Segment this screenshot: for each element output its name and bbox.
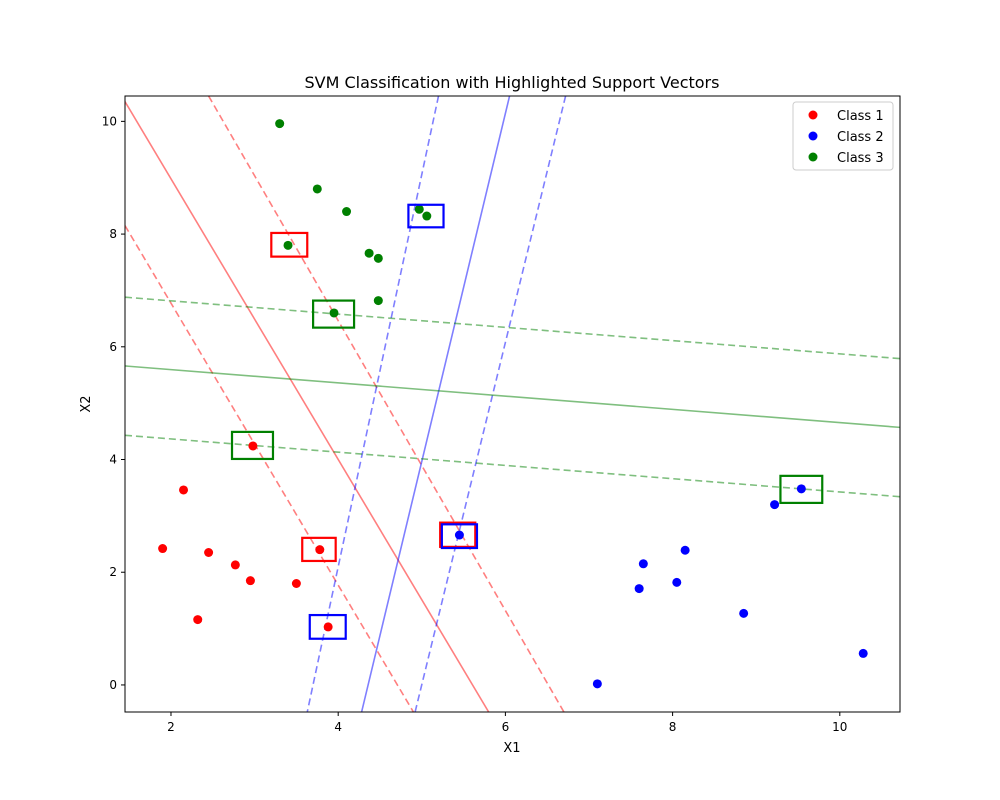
point-class-3-5: [373, 253, 383, 263]
point-class-1-3: [204, 548, 214, 558]
support-vector-box-3: [407, 203, 445, 229]
point-class-3-7: [422, 211, 432, 221]
point-class-3-1: [312, 184, 322, 194]
boundary-0-dashed-line-2: [125, 225, 415, 712]
y-tick-label: 0: [109, 678, 117, 692]
y-tick-label: 2: [109, 565, 117, 579]
x-axis-ticks: 2 4 6 8 10: [167, 712, 847, 734]
x-tick-label: 10: [832, 720, 847, 734]
plot-frame: [124, 95, 901, 713]
support-vector-boxes: [230, 203, 824, 640]
point-class-2-5: [680, 545, 690, 555]
legend-label-class-3: Class 3: [837, 151, 884, 166]
support-vector-box-4: [440, 523, 479, 550]
boundary-0-dashed-line-1: [207, 96, 565, 712]
support-vector-box-0: [270, 231, 309, 258]
legend-box: [792, 101, 894, 171]
point-class-2-0: [454, 530, 464, 540]
legend-label-class-1: Class 1: [837, 109, 884, 124]
x-tick-label: 8: [669, 720, 677, 734]
support-vector-box-6: [312, 299, 356, 329]
boundary-1-dashed-line-2: [414, 96, 567, 712]
boundary-1-dashed-line-1: [306, 96, 440, 712]
point-class-2-7: [770, 500, 780, 510]
legend-marker-class-1: [808, 110, 818, 120]
boundary-2-solid-line-0: [125, 365, 900, 429]
point-class-1-1: [179, 485, 189, 495]
point-class-1-7: [315, 545, 325, 555]
y-tick-label: 6: [109, 340, 117, 354]
data-points: [158, 119, 868, 689]
point-class-2-6: [739, 608, 749, 618]
point-class-2-9: [858, 648, 868, 658]
legend-marker-class-3: [808, 152, 818, 162]
support-vector-box-1: [301, 536, 337, 563]
point-class-1-5: [245, 576, 255, 586]
y-tick-label: 10: [102, 114, 117, 128]
point-class-3-4: [364, 248, 374, 258]
point-class-3-9: [329, 308, 339, 318]
point-class-3-6: [414, 204, 424, 214]
legend-marker-class-2: [808, 131, 818, 141]
legend: Class 1 Class 2 Class 3: [792, 101, 894, 171]
point-class-1-9: [248, 441, 258, 451]
boundary-2-dashed-line-2: [125, 434, 900, 498]
decision-boundaries: [125, 96, 900, 712]
point-class-1-6: [291, 579, 301, 589]
boundary-2-dashed-line-1: [125, 296, 900, 360]
boundary-0-solid-line-0: [125, 101, 490, 712]
support-vector-box-5: [308, 613, 347, 640]
point-class-1-0: [158, 544, 168, 554]
point-class-2-3: [638, 559, 648, 569]
legend-label-class-2: Class 2: [837, 130, 884, 145]
point-class-1-4: [230, 560, 240, 570]
point-class-3-8: [373, 296, 383, 306]
x-axis-label: X1: [503, 741, 520, 756]
y-tick-label: 4: [109, 453, 117, 467]
chart-title: SVM Classification with Highlighted Supp…: [305, 73, 720, 92]
y-axis-ticks: 0 2 4 6 8 10: [102, 114, 125, 692]
x-tick-label: 2: [167, 720, 175, 734]
support-vector-box-2: [439, 521, 477, 548]
boundary-1-solid-line-0: [360, 96, 511, 712]
y-axis-label: X2: [79, 395, 94, 412]
support-vector-box-7: [230, 430, 275, 461]
point-class-2-8: [796, 484, 806, 494]
point-class-2-2: [634, 584, 644, 594]
x-tick-label: 4: [334, 720, 342, 734]
support-vector-box-8: [779, 474, 824, 505]
point-class-1-2: [193, 615, 203, 625]
point-class-3-3: [283, 240, 293, 250]
point-class-3-0: [275, 119, 285, 129]
point-class-3-2: [342, 207, 352, 217]
point-class-2-1: [592, 679, 602, 689]
point-class-1-8: [323, 622, 333, 632]
y-tick-label: 8: [109, 227, 117, 241]
point-class-2-4: [672, 577, 682, 587]
x-tick-label: 6: [502, 720, 510, 734]
